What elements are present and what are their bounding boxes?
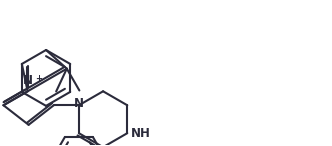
Text: N: N <box>23 74 33 87</box>
Text: N: N <box>74 97 84 110</box>
Text: NH: NH <box>130 127 150 140</box>
Text: +: + <box>36 74 42 83</box>
